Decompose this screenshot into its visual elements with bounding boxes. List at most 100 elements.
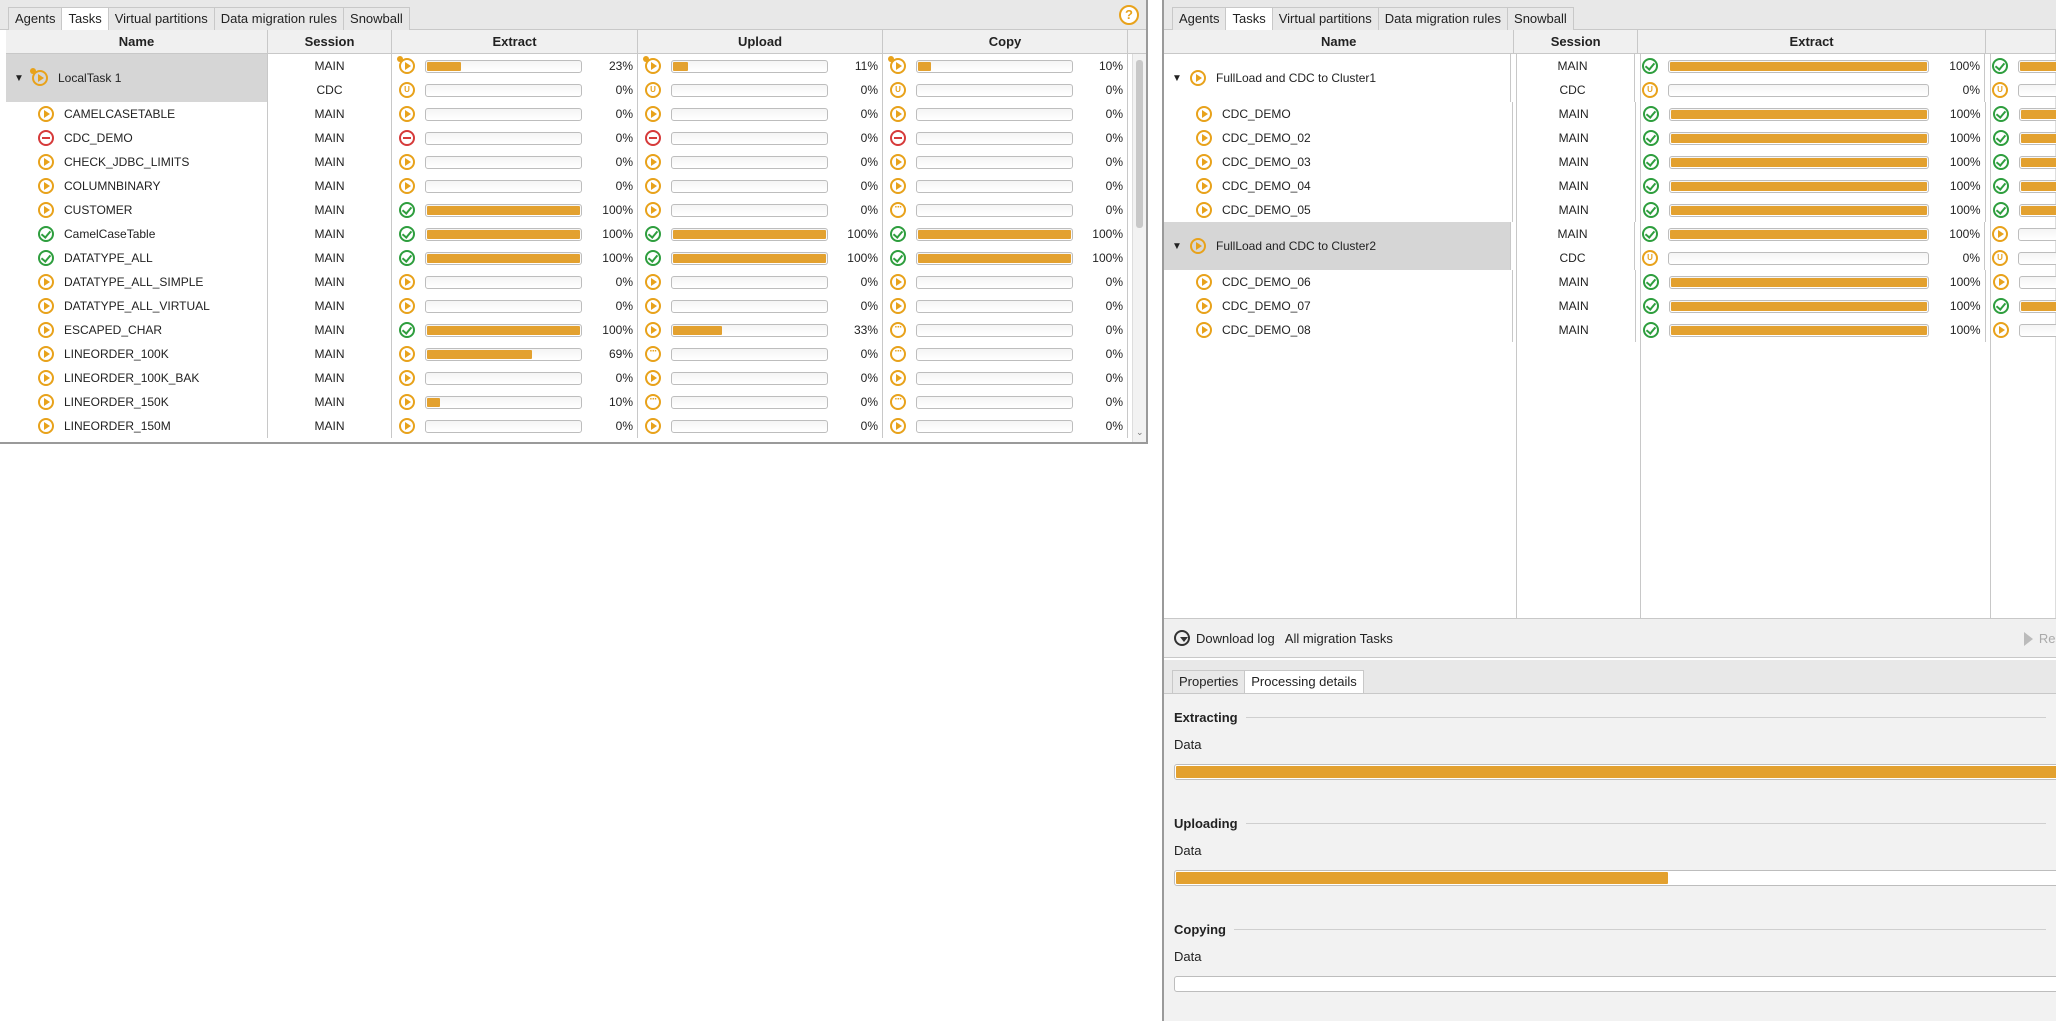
tab-virtual-partitions[interactable]: Virtual partitions	[1272, 8, 1379, 30]
session-row[interactable]: MAIN 23% 11% 10%	[268, 54, 1128, 78]
table-row[interactable]: CAMELCASETABLE MAIN 0% 0% 0%	[6, 102, 1146, 126]
session-row[interactable]: CDC U 0% U	[1511, 78, 2056, 102]
status-ok-icon	[890, 250, 906, 266]
table-row[interactable]: DATATYPE_ALL MAIN 100% 100% 100%	[6, 246, 1146, 270]
expand-toggle-icon[interactable]: ▼	[1172, 240, 1182, 252]
table-row[interactable]: CUSTOMER MAIN 100% 0% 0%	[6, 198, 1146, 222]
session-row[interactable]: CDC U 0% U	[1511, 246, 2056, 270]
table-row[interactable]: CamelCaseTable MAIN 100% 100% 100%	[6, 222, 1146, 246]
table-name: CDC_DEMO_08	[1222, 323, 1311, 337]
table-row[interactable]: LINEORDER_150K MAIN 10% 0% 0%	[6, 390, 1146, 414]
table-row[interactable]: CDC_DEMO MAIN 100%	[1164, 102, 2056, 126]
expand-toggle-icon[interactable]: ▼	[14, 72, 24, 84]
tab-snowball[interactable]: Snowball	[1508, 8, 1573, 30]
progress-percent: 100%	[1949, 107, 1981, 121]
data-label: Data	[1174, 949, 1202, 964]
progress-percent: 0%	[1105, 131, 1123, 145]
tab-data-migration-rules[interactable]: Data migration rules	[214, 8, 345, 30]
table-name: CAMELCASETABLE	[64, 107, 176, 121]
status-play-icon	[399, 346, 415, 362]
status-ok-icon	[1642, 298, 1659, 314]
stage-cell: 0%	[883, 150, 1128, 174]
tab-processing-details[interactable]: Processing details	[1245, 671, 1363, 693]
next-stage-cell: U	[1985, 78, 2056, 102]
progress-bar	[671, 275, 828, 289]
column-header-extract[interactable]: Extract	[1638, 30, 1987, 53]
table-row[interactable]: DATATYPE_ALL_SIMPLE MAIN 0% 0% 0%	[6, 270, 1146, 294]
table-row[interactable]: CDC_DEMO_03 MAIN 100%	[1164, 150, 2056, 174]
status-play-icon	[890, 418, 906, 434]
progress-fill	[2020, 157, 2056, 167]
table-name-cell: ESCAPED_CHAR	[6, 318, 268, 342]
table-row[interactable]: ESCAPED_CHAR MAIN 100% 33% 0%	[6, 318, 1146, 342]
table-row[interactable]: CDC_DEMO MAIN 0% 0% 0%	[6, 126, 1146, 150]
tab-tasks[interactable]: Tasks	[62, 8, 109, 30]
progress-bar	[425, 251, 582, 265]
table-row[interactable]: LINEORDER_150M MAIN 0% 0% 0%	[6, 414, 1146, 438]
status-play-icon	[1196, 154, 1212, 170]
next-stage-cell	[1985, 54, 2056, 78]
expand-toggle-icon[interactable]: ▼	[1172, 72, 1182, 84]
resume-button[interactable]: Res	[2023, 631, 2056, 646]
table-name: COLUMNBINARY	[64, 179, 161, 193]
table-row[interactable]: CDC_DEMO_06 MAIN 100%	[1164, 270, 2056, 294]
column-header-session[interactable]: Session	[268, 30, 392, 53]
progress-fill	[427, 397, 441, 407]
table-row[interactable]: CDC_DEMO_07 MAIN 100%	[1164, 294, 2056, 318]
tab-tasks[interactable]: Tasks	[1226, 8, 1273, 30]
tab-snowball[interactable]: Snowball	[344, 8, 409, 30]
progress-bar	[916, 203, 1073, 217]
table-row[interactable]: CDC_DEMO_04 MAIN 100%	[1164, 174, 2056, 198]
session-row[interactable]: CDC U 0% U 0% U 0%	[268, 78, 1128, 102]
progress-fill	[2020, 205, 2056, 215]
progress-percent: 10%	[1098, 59, 1123, 73]
column-header-copy[interactable]: Copy	[883, 30, 1128, 53]
details-section-copying: Copying Data	[1164, 922, 2056, 992]
tab-data-migration-rules[interactable]: Data migration rules	[1378, 8, 1509, 30]
table-row[interactable]: LINEORDER_100K MAIN 69% 0% 0%	[6, 342, 1146, 366]
status-u-icon: U	[1992, 82, 2008, 98]
scroll-thumb[interactable]	[1136, 60, 1143, 228]
status-play-icon	[38, 418, 54, 434]
column-header-name[interactable]: Name	[1164, 30, 1515, 53]
table-row[interactable]: DATATYPE_ALL_VIRTUAL MAIN 0% 0% 0%	[6, 294, 1146, 318]
session-cell: MAIN	[268, 318, 392, 342]
download-log-button[interactable]: Download log	[1174, 630, 1275, 646]
column-header-upload[interactable]: Upload	[638, 30, 883, 53]
tab-agents[interactable]: Agents	[9, 8, 63, 30]
column-header-session[interactable]: Session	[1514, 30, 1638, 53]
stage-cell: 0%	[638, 294, 883, 318]
left-vertical-scrollbar[interactable]: ⌄	[1132, 54, 1146, 442]
status-run-icon	[888, 56, 906, 74]
scroll-down-arrow-icon[interactable]: ⌄	[1136, 427, 1144, 437]
tab-virtual-partitions[interactable]: Virtual partitions	[108, 8, 215, 30]
tab-properties[interactable]: Properties	[1173, 671, 1246, 693]
progress-percent: 100%	[1949, 203, 1981, 217]
stage-cell: 0%	[638, 390, 883, 414]
task-group-row[interactable]: ▼ FullLoad and CDC to Cluster2 MAIN 100% CDC…	[1164, 222, 2056, 270]
session-cell: MAIN	[1513, 126, 1636, 150]
task-group-row[interactable]: ▼ LocalTask 1 MAIN 23% 11% 10% CDC U 0% U 0% U 0%	[6, 54, 1146, 102]
task-group-row[interactable]: ▼ FullLoad and CDC to Cluster1 MAIN 100% CDC…	[1164, 54, 2056, 102]
table-row[interactable]: CHECK_JDBC_LIMITS MAIN 0% 0% 0%	[6, 150, 1146, 174]
session-row[interactable]: MAIN 100%	[1511, 54, 2056, 78]
column-header-next[interactable]	[1986, 30, 2056, 53]
table-row[interactable]: CDC_DEMO_05 MAIN 100%	[1164, 198, 2056, 222]
table-row[interactable]: CDC_DEMO_08 MAIN 100%	[1164, 318, 2056, 342]
stage-cell: 10%	[392, 390, 638, 414]
table-row[interactable]: CDC_DEMO_02 MAIN 100%	[1164, 126, 2056, 150]
table-row[interactable]: COLUMNBINARY MAIN 0% 0% 0%	[6, 174, 1146, 198]
table-row[interactable]: LINEORDER_100K_BAK MAIN 0% 0% 0%	[6, 366, 1146, 390]
progress-bar	[671, 299, 828, 313]
column-header-extract[interactable]: Extract	[392, 30, 638, 53]
session-cell: MAIN	[268, 294, 392, 318]
status-u-icon: U	[1992, 250, 2008, 266]
stage-cell: 10%	[883, 54, 1128, 78]
help-icon[interactable]: ?	[1119, 5, 1139, 25]
progress-bar	[425, 203, 582, 217]
session-row[interactable]: MAIN 100%	[1511, 222, 2056, 246]
tab-agents[interactable]: Agents	[1173, 8, 1227, 30]
progress-fill	[1670, 229, 1927, 239]
column-header-name[interactable]: Name	[6, 30, 268, 53]
session-cell: MAIN	[268, 126, 392, 150]
